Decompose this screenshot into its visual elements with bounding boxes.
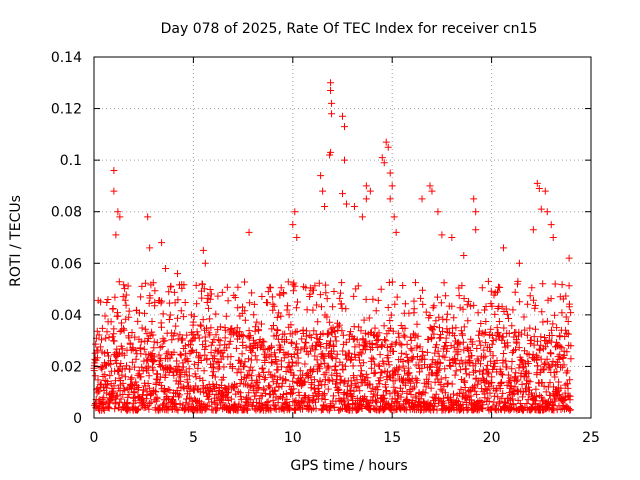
- data-point: [146, 244, 154, 252]
- data-point: [434, 208, 442, 216]
- data-point: [535, 185, 543, 193]
- data-point: [289, 221, 297, 229]
- data-point: [350, 203, 358, 211]
- data-point: [565, 254, 573, 262]
- data-point: [201, 259, 209, 267]
- data-point: [199, 246, 207, 254]
- data-point: [362, 182, 370, 190]
- y-tick-label: 0.02: [51, 359, 82, 375]
- data-point: [110, 187, 118, 195]
- chart-title: Day 078 of 2025, Rate Of TEC Index for r…: [161, 21, 538, 37]
- axis-ticks: [93, 56, 592, 419]
- data-point: [342, 200, 350, 208]
- data-point: [162, 264, 170, 272]
- x-tick-label: 20: [483, 430, 501, 446]
- data-point: [358, 213, 366, 221]
- data-point: [378, 154, 386, 162]
- data-point: [321, 203, 329, 211]
- y-tick-label: 0: [73, 411, 82, 427]
- data-point: [327, 87, 335, 95]
- data-point: [327, 79, 335, 87]
- data-point: [340, 156, 348, 164]
- y-tick-label: 0.1: [60, 153, 82, 169]
- data-point: [533, 179, 541, 187]
- data-point: [245, 228, 253, 236]
- data-point: [158, 239, 166, 247]
- data-point: [388, 182, 396, 190]
- data-point: [448, 234, 456, 241]
- data-point: [328, 99, 336, 107]
- y-tick-label: 0.12: [51, 102, 82, 118]
- data-point: [328, 110, 336, 118]
- data-point: [460, 252, 468, 260]
- data-point: [537, 205, 545, 213]
- x-tick-label: 15: [383, 430, 401, 446]
- data-point: [340, 123, 348, 131]
- y-axis-label: ROTI / TECUs: [8, 195, 24, 287]
- data-point: [418, 195, 426, 203]
- data-point: [116, 213, 124, 221]
- data-point: [382, 138, 390, 146]
- data-point: [541, 187, 549, 195]
- data-point: [380, 159, 388, 167]
- x-tick-label: 10: [284, 430, 302, 446]
- data-point: [317, 172, 325, 180]
- data-point: [472, 226, 480, 234]
- data-point: [362, 195, 370, 203]
- data-point: [326, 151, 334, 159]
- data-point: [112, 231, 120, 239]
- y-tick-label: 0.06: [51, 256, 82, 272]
- data-point: [339, 190, 346, 198]
- y-tick-label: 0.08: [51, 205, 82, 221]
- data-point: [549, 234, 557, 241]
- data-point: [339, 112, 346, 120]
- data-point: [293, 234, 301, 241]
- y-tick-labels: 0 0.02 0.04 0.06 0.08 0.1 0.12 0.14: [51, 50, 82, 427]
- data-points: [90, 79, 575, 414]
- x-axis-label: GPS time / hours: [290, 458, 407, 474]
- x-tick-labels: 0 5 10 15 20 25: [90, 430, 600, 446]
- data-point: [366, 187, 374, 195]
- data-point: [428, 187, 436, 195]
- data-point: [392, 228, 400, 236]
- data-point: [390, 213, 398, 221]
- data-point: [472, 208, 480, 216]
- data-point: [384, 143, 392, 151]
- data-point: [500, 244, 508, 252]
- data-point: [173, 270, 181, 278]
- data-point: [319, 187, 327, 195]
- x-tick-label: 5: [189, 430, 198, 446]
- data-point: [110, 166, 118, 174]
- data-point: [386, 195, 394, 203]
- data-point: [426, 182, 434, 190]
- data-point: [144, 213, 152, 221]
- data-point: [547, 221, 555, 229]
- data-point: [515, 259, 523, 267]
- data-point: [114, 208, 122, 216]
- data-point: [543, 208, 551, 216]
- plot-frame: [93, 56, 592, 419]
- data-point: [470, 195, 478, 203]
- y-tick-label: 0.14: [51, 50, 82, 66]
- data-point: [438, 231, 446, 239]
- data-point: [529, 226, 537, 234]
- x-tick-label: 25: [582, 430, 600, 446]
- data-point: [386, 169, 394, 177]
- x-tick-label: 0: [90, 430, 99, 446]
- y-tick-label: 0.04: [51, 308, 82, 324]
- data-point: [291, 208, 299, 216]
